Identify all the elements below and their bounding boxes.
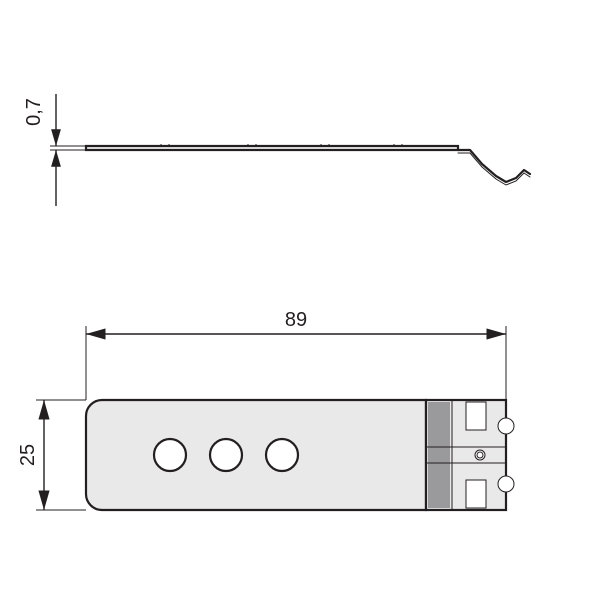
plan-hole xyxy=(154,439,186,471)
plan-slot-bot xyxy=(466,480,486,508)
dim-label-length: 89 xyxy=(285,309,307,331)
dim-label-thickness: 0,7 xyxy=(23,98,45,126)
plan-hole xyxy=(266,439,298,471)
dim-label-height: 25 xyxy=(17,444,39,466)
technical-drawing: 89 25 0,7 xyxy=(0,0,600,600)
plan-notch-top xyxy=(498,418,514,434)
plan-body xyxy=(86,400,426,510)
plan-notch-bot xyxy=(498,476,514,492)
plan-view xyxy=(86,400,514,510)
plan-hole xyxy=(210,439,242,471)
plan-hinge-shadow xyxy=(428,402,450,508)
side-hook-underline xyxy=(458,153,530,185)
side-elevation xyxy=(86,144,530,185)
plan-slot-top xyxy=(466,402,486,430)
